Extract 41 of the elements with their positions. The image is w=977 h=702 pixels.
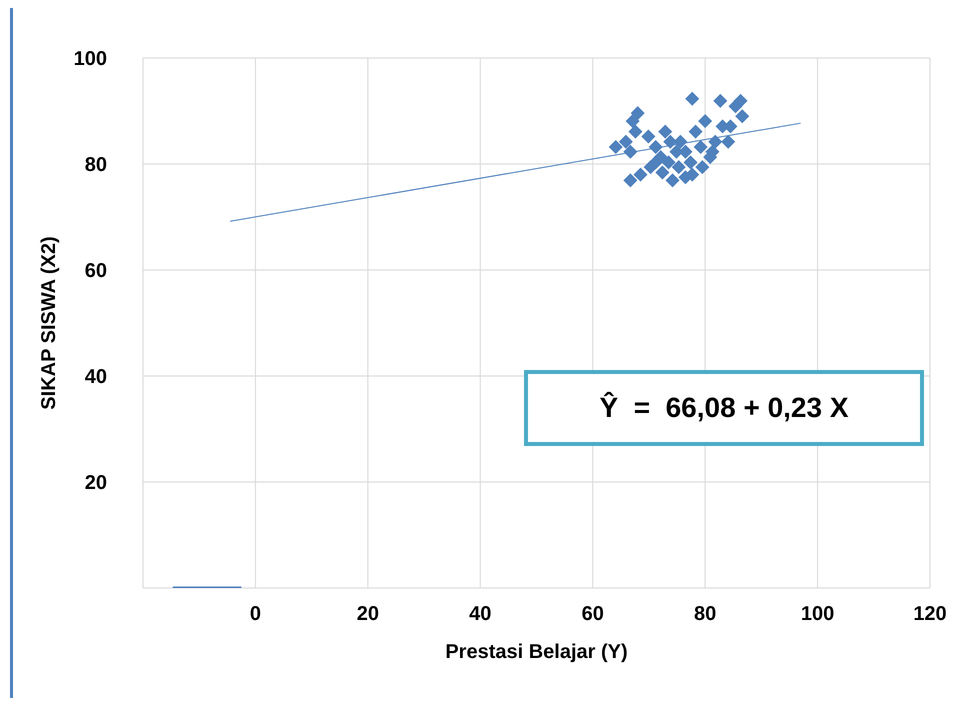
point — [721, 134, 736, 149]
point — [713, 94, 728, 108]
x-tick-label: 100 — [800, 603, 834, 626]
y-tick-label: 20 — [84, 472, 107, 494]
point — [630, 106, 645, 120]
point — [626, 114, 640, 128]
point — [623, 173, 638, 188]
point — [641, 129, 656, 144]
point — [655, 165, 670, 180]
y-tick-label: 100 — [74, 48, 107, 70]
annotation: Ŷ = 66,08 + 0,23 X — [599, 392, 849, 424]
point — [662, 155, 676, 170]
point — [685, 92, 700, 106]
x-tick-label: 20 — [356, 603, 379, 626]
y-tick-label: 40 — [84, 366, 107, 388]
point — [694, 140, 708, 154]
point — [608, 140, 623, 154]
y-tick-label: 60 — [84, 260, 107, 282]
point — [672, 160, 686, 174]
point — [695, 160, 710, 174]
point — [658, 124, 672, 139]
point — [698, 114, 712, 128]
callout-box: Ŷ = 66,08 + 0,23 X — [524, 370, 924, 446]
x-axis-title: Prestasi Belajar (Y) — [445, 641, 628, 663]
point — [684, 155, 698, 170]
x-tick-label: 0 — [250, 603, 261, 626]
point — [734, 94, 748, 108]
point — [628, 124, 642, 139]
point — [688, 124, 703, 139]
x-tick-label: 80 — [694, 603, 716, 626]
x-tick-label: 120 — [913, 603, 947, 626]
x-tick-label: 60 — [582, 603, 604, 626]
y-axis-title: SIKAP SISWA (X2) — [38, 236, 60, 410]
point — [735, 109, 750, 124]
point — [633, 168, 648, 182]
point — [673, 134, 688, 149]
point — [666, 173, 680, 188]
x-tick-label: 40 — [469, 603, 492, 626]
point — [648, 155, 663, 170]
y-tick-label: 80 — [84, 154, 107, 176]
point — [618, 134, 633, 149]
